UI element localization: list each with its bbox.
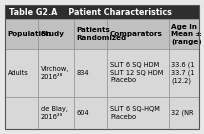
Text: de Blay,
2016²⁹: de Blay, 2016²⁹ bbox=[41, 106, 68, 120]
Bar bbox=[38, 97, 74, 129]
Bar bbox=[74, 49, 107, 97]
Text: SLIT 6 SQ-HQM
Placebo: SLIT 6 SQ-HQM Placebo bbox=[110, 106, 160, 120]
Text: Comparators: Comparators bbox=[110, 31, 163, 37]
Text: 604: 604 bbox=[76, 110, 89, 116]
Text: 32 (NR: 32 (NR bbox=[171, 110, 194, 116]
Bar bbox=[107, 49, 169, 97]
Text: Virchow,
2016²⁸: Virchow, 2016²⁸ bbox=[41, 66, 69, 80]
Bar bbox=[5, 49, 38, 97]
Bar bbox=[169, 49, 199, 97]
Bar bbox=[169, 19, 199, 49]
Bar bbox=[38, 49, 74, 97]
Text: Table G2.A    Patient Characteristics: Table G2.A Patient Characteristics bbox=[9, 8, 172, 17]
Bar bbox=[74, 97, 107, 129]
Bar bbox=[107, 19, 169, 49]
Bar bbox=[107, 97, 169, 129]
Text: SLIT 6 SQ HDM
SLIT 12 SQ HDM
Placebo: SLIT 6 SQ HDM SLIT 12 SQ HDM Placebo bbox=[110, 62, 163, 83]
Bar bbox=[38, 19, 74, 49]
Bar bbox=[169, 97, 199, 129]
Text: 33.6 (1
33.7 (1
(12.2): 33.6 (1 33.7 (1 (12.2) bbox=[171, 62, 195, 84]
Bar bbox=[5, 97, 38, 129]
Text: Patients
Randomized: Patients Randomized bbox=[76, 27, 127, 41]
Text: Study: Study bbox=[41, 31, 65, 37]
Text: 834: 834 bbox=[76, 70, 89, 76]
Bar bbox=[5, 5, 199, 19]
Bar bbox=[5, 19, 38, 49]
Text: Age in
Mean ±
(range): Age in Mean ± (range) bbox=[171, 24, 202, 45]
Text: Population: Population bbox=[8, 31, 52, 37]
Text: Adults: Adults bbox=[8, 70, 28, 76]
Bar bbox=[74, 19, 107, 49]
